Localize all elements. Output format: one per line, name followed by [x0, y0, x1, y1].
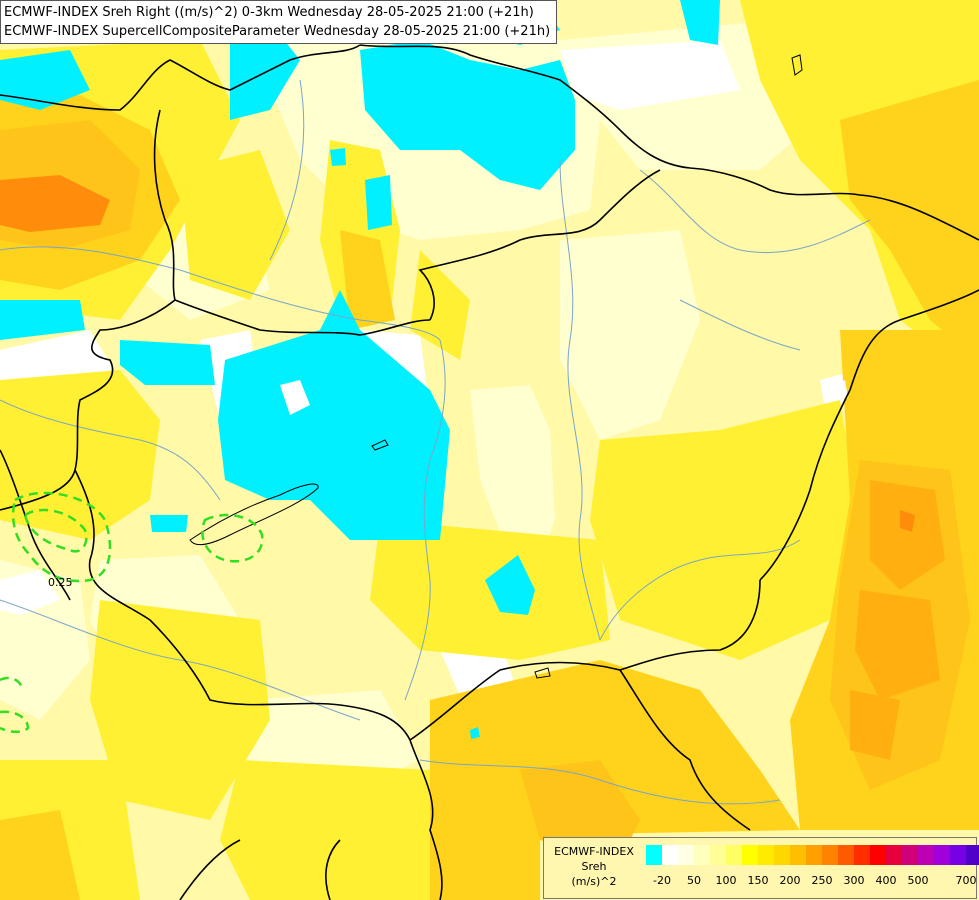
legend-tick: 500 [907, 874, 929, 887]
legend-swatch [934, 845, 950, 865]
contour-label: 0.25 [48, 576, 73, 589]
field-orange-areas [0, 120, 970, 860]
legend-swatch [742, 845, 758, 865]
supercell-contours [0, 491, 264, 733]
legend-swatch [902, 845, 918, 865]
legend-tick: 50 [687, 874, 701, 887]
legend-tick-labels: -20 50 100 150 200 250 300 400 500 700 [646, 874, 976, 890]
field-cyan-areas [0, 0, 720, 615]
legend-title-line-3: (m/s)^2 [571, 875, 617, 888]
legend-tick: 700 [955, 874, 977, 887]
legend-swatch [950, 845, 966, 865]
legend-swatch [646, 845, 662, 865]
legend-swatch [918, 845, 934, 865]
legend-swatch [678, 845, 694, 865]
map-title-box: ECMWF-INDEX Sreh Right ((m/s)^2) 0-3km W… [0, 0, 558, 44]
field-specks [280, 380, 848, 739]
legend-tick: 200 [779, 874, 801, 887]
legend-title-line-2: Sreh [581, 860, 607, 873]
legend-swatch [822, 845, 838, 865]
map-title-scp: ECMWF-INDEX SupercellCompositeParameter … [4, 24, 551, 39]
legend-title: ECMWF-INDEX Sreh (m/s)^2 [546, 844, 642, 889]
legend-swatch [662, 845, 678, 865]
legend-tick: 250 [811, 874, 833, 887]
legend-tick: 100 [715, 874, 737, 887]
legend-title-line-1: ECMWF-INDEX [554, 845, 634, 858]
legend-tick: 300 [843, 874, 865, 887]
legend-tick: 150 [747, 874, 769, 887]
legend-swatch [966, 845, 979, 865]
legend-tick: 400 [875, 874, 897, 887]
legend-swatch [854, 845, 870, 865]
legend-swatch [806, 845, 822, 865]
legend-tick: -20 [653, 874, 671, 887]
country-borders [0, 44, 979, 900]
lakes [189, 54, 803, 679]
color-legend: ECMWF-INDEX Sreh (m/s)^2 -20 50 100 150 200 2… [543, 837, 979, 899]
legend-swatch [694, 845, 710, 865]
legend-swatch [870, 845, 886, 865]
map-title-sreh: ECMWF-INDEX Sreh Right ((m/s)^2) 0-3km W… [4, 5, 534, 20]
legend-swatch [774, 845, 790, 865]
legend-swatch [726, 845, 742, 865]
legend-swatch [710, 845, 726, 865]
legend-swatch [886, 845, 902, 865]
legend-color-bar [646, 845, 979, 865]
legend-swatch [838, 845, 854, 865]
legend-swatch [790, 845, 806, 865]
legend-swatch [758, 845, 774, 865]
